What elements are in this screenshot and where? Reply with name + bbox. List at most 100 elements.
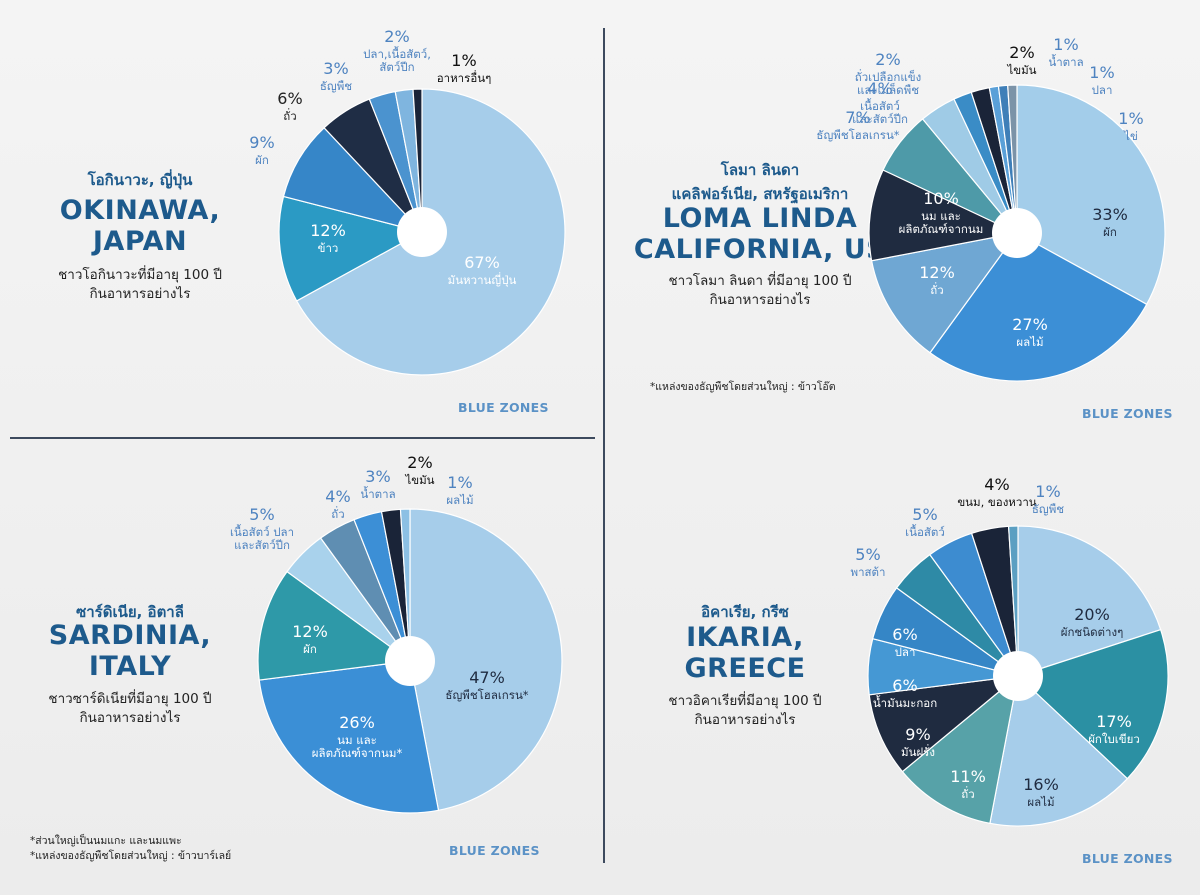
pie-chart-okinawa: 67%มันหวานญี่ปุ่น 12%ข้าว 9%ผัก 6%ถั่ว 3%ธัญ… [249, 27, 566, 376]
slice-category-label: ขนม, ของหวาน [957, 495, 1036, 509]
slice-percent-label: 3% [365, 467, 390, 486]
slice-percent-label: 4% [984, 475, 1009, 494]
slice-category-label: ไขมัน [404, 473, 434, 487]
pie-slice [399, 508, 411, 662]
region-subtitle: ชาวโลมา ลินดา ที่มีอายุ 100 ปี กินอาหารอ… [640, 272, 880, 310]
slice-category-label: ไขมัน [1006, 63, 1036, 77]
pie-slice [409, 508, 563, 812]
slice-percent-label: 1% [1053, 35, 1078, 54]
slice-category-label: ผลไม้ [446, 493, 473, 507]
pie-slice [278, 195, 424, 302]
slice-percent-label: 4% [325, 487, 350, 506]
slice-category-label: ถั่ว [283, 108, 296, 123]
vertical-divider [603, 28, 605, 863]
pie-chart-loma-linda: 33%ผัก 27%ผลไม้ 12%ถั่ว 10%นม และผลิตภัณฑ์จ… [816, 35, 1166, 382]
slice-percent-label: 26% [339, 713, 375, 732]
slice-category-label: ไข่ [1123, 129, 1138, 143]
subtitle-line1: ชาวโลมา ลินดา ที่มีอายุ 100 ปี [668, 273, 852, 289]
slice-percent-label: 3% [323, 59, 348, 78]
footnote: *ส่วนใหญ่เป็นนมแกะ และนมแพะ *แหล่งของธัญ… [30, 834, 231, 864]
slice-percent-label: 10% [923, 189, 959, 208]
pie-chart-sardinia: 47%ธัญพืชโฮลเกรน* 26%นม และผลิตภัณฑ์จากนม… [230, 453, 563, 814]
slice-category-label: ข้าว [318, 241, 339, 255]
slice-category-label: ผักใบเขียว [1088, 732, 1140, 746]
pie-slice [1007, 525, 1019, 677]
slice-category-label: น้ำมันมะกอก [873, 695, 937, 710]
pie-slice [282, 126, 424, 234]
pie-center-hole [993, 651, 1043, 701]
region-english-title: OKINAWA, JAPAN [40, 195, 240, 257]
brand-label: BLUE ZONES [1082, 851, 1173, 866]
slice-percent-label: 17% [1096, 712, 1132, 731]
footnote-line2: *แหล่งของธัญพืชโดยส่วนใหญ่ : ข้าวบาร์เลย… [30, 850, 232, 862]
slice-percent-label: 2% [875, 50, 900, 69]
subtitle-line1: ชาวอิคาเรียที่มีอายุ 100 ปี [668, 693, 822, 709]
pie-chart-ikaria: 20%ผักชนิดต่างๆ 17%ผักใบเขียว 16%ผลไม้ 11%ถ… [851, 475, 1169, 827]
slice-percent-label: 12% [919, 263, 955, 282]
pie-slice [868, 169, 1019, 262]
subtitle-line1: ชาวโอกินาวะที่มีอายุ 100 ปี [58, 267, 222, 283]
slice-category-label: ผลิตภัณฑ์จากนม* [312, 746, 403, 760]
slice-category-label: ปลา [895, 645, 916, 659]
slice-category-label: ถั่วเปลือกแข็ง [855, 69, 921, 84]
region-thai-title: โลมา ลินดา แคลิฟอร์เนีย, สหรัฐอเมริกา [640, 158, 880, 206]
region-english-title: IKARIA, GREECE [640, 622, 850, 684]
slice-category-label: เนื้อสัตว์ [860, 98, 900, 113]
pie-slice [989, 674, 1129, 827]
pie-slice [901, 674, 1019, 825]
region-subtitle: ชาวอิคาเรียที่มีอายุ 100 ปี กินอาหารอย่า… [630, 692, 860, 730]
slice-percent-label: 5% [855, 545, 880, 564]
slice-category-label: และเมล็ดพืช [857, 82, 919, 97]
pie-slice [929, 232, 1148, 382]
slice-percent-label: 9% [249, 133, 274, 152]
slice-category-label: ถั่ว [930, 282, 943, 297]
slice-category-label: ธัญพืช [1032, 502, 1064, 516]
slice-category-label: และสัตว์ปีก [234, 538, 290, 552]
slice-percent-label: 7% [845, 108, 870, 127]
slice-percent-label: 5% [912, 505, 937, 524]
subtitle-line2: กินอาหารอย่างไร [709, 292, 811, 308]
slice-category-label: น้ำตาล [1048, 54, 1083, 69]
pie-slice [1007, 84, 1018, 234]
region-english-title-line1: SARDINIA, [48, 620, 212, 651]
slice-percent-label: 5% [249, 505, 274, 524]
slice-category-label: ผัก [255, 153, 269, 167]
region-english-title-line1: OKINAWA, [59, 195, 221, 226]
region-english-title-line2: JAPAN [92, 226, 188, 257]
slice-category-label: นม และ [337, 733, 377, 747]
pie-center-hole [397, 207, 447, 257]
slice-percent-label: 12% [310, 221, 346, 240]
region-thai-title-line1: โลมา ลินดา [720, 161, 800, 179]
pie-slice [1016, 84, 1166, 306]
slice-percent-label: 1% [1035, 482, 1060, 501]
slice-percent-label: 47% [469, 668, 505, 687]
slice-percent-label: 16% [1023, 775, 1059, 794]
pie-slice [258, 660, 440, 814]
slice-category-label: เนื้อสัตว์ [905, 524, 945, 539]
slice-category-label: ผักชนิดต่างๆ [1061, 625, 1124, 639]
slice-category-label: ผลไม้ [1027, 795, 1054, 809]
slice-category-label: ผัก [303, 642, 317, 656]
pie-slice [1016, 628, 1169, 780]
region-english-title: SARDINIA, ITALY [20, 620, 240, 682]
slice-percent-label: 1% [447, 473, 472, 492]
slice-percent-label: 33% [1092, 205, 1128, 224]
slice-percent-label: 6% [892, 625, 917, 644]
subtitle-line2: กินอาหารอย่างไร [694, 712, 796, 728]
pie-slice [868, 675, 1020, 773]
slice-category-label: ปลา,เนื้อสัตว์, [363, 46, 431, 61]
slice-category-label: ธัญพืช [320, 79, 352, 93]
slice-category-label: และสัตว์ปีก [852, 112, 908, 126]
region-thai-title-line2: แคลิฟอร์เนีย, สหรัฐอเมริกา [671, 185, 849, 203]
subtitle-line2: กินอาหารอย่างไร [89, 286, 191, 302]
pie-slice [257, 570, 412, 681]
slice-percent-label: 67% [464, 253, 500, 272]
slice-percent-label: 1% [451, 51, 476, 70]
slice-category-label: เนื้อสัตว์ ปลา [230, 524, 294, 539]
slice-category-label: พาสต้า [851, 565, 886, 579]
slice-percent-label: 2% [384, 27, 409, 46]
region-english-title-line2: GREECE [684, 653, 806, 684]
slice-percent-label: 2% [407, 453, 432, 472]
slice-category-label: อาหารอื่นๆ [437, 70, 492, 85]
brand-label: BLUE ZONES [449, 843, 540, 858]
